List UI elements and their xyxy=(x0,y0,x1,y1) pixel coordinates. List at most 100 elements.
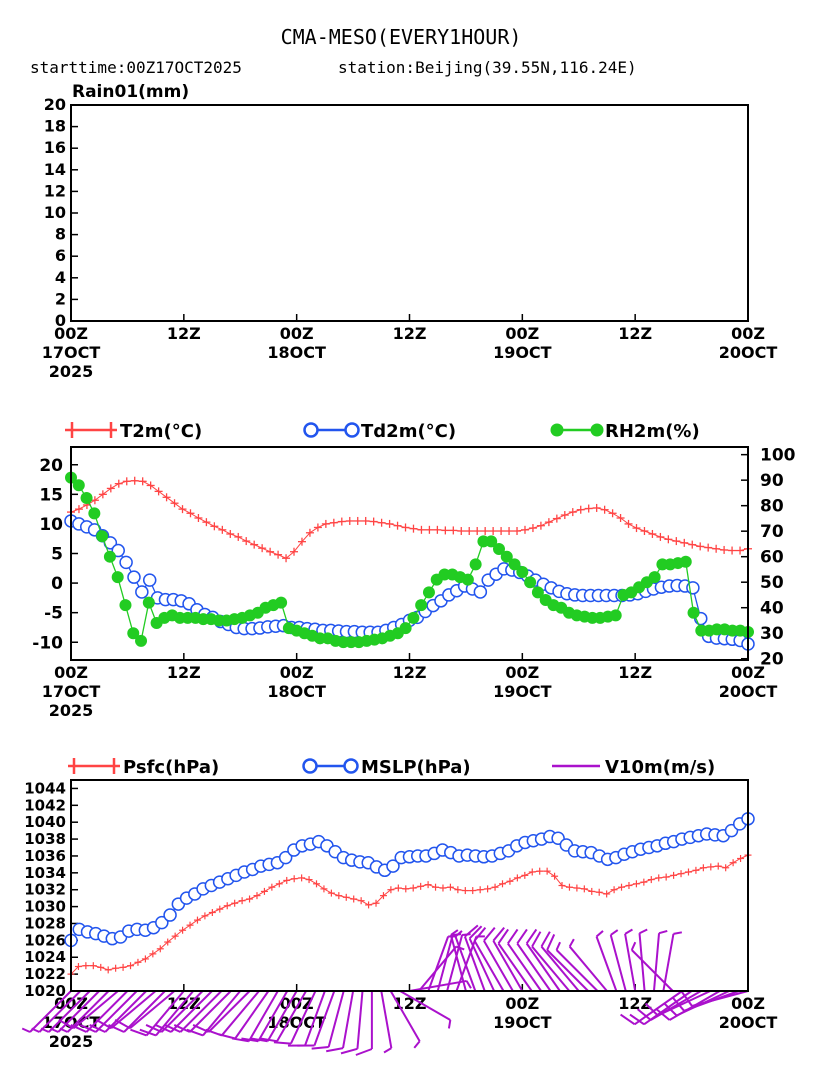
rh-y-tick-label: 60 xyxy=(760,548,784,568)
t2m-point xyxy=(154,487,163,496)
t2m-point xyxy=(417,525,426,534)
temp-x-tick-label: 20OCT xyxy=(719,682,778,701)
psfc-point xyxy=(424,881,432,889)
t2m-point xyxy=(505,527,514,536)
psfc-point xyxy=(506,877,514,885)
temp-y-tick-label: 20 xyxy=(39,456,63,476)
wind-barb-staff xyxy=(454,936,477,992)
wind-barb-feather xyxy=(50,1027,59,1033)
rain-x-tick-label: 17OCT xyxy=(42,343,101,362)
t2m-point xyxy=(425,525,434,534)
psfc-point xyxy=(231,899,239,907)
t2m-point xyxy=(138,477,147,486)
wind-barb-staff xyxy=(446,934,464,992)
psfc-point xyxy=(82,962,90,970)
psfc-point xyxy=(737,854,745,862)
wind-barb-feather xyxy=(497,928,509,945)
psfc-point xyxy=(387,886,395,894)
wind-barb-feather xyxy=(492,926,505,942)
t2m-point xyxy=(608,509,617,518)
wind-barb-staff xyxy=(327,990,345,1048)
wind-barb xyxy=(164,990,223,1033)
wind-barb-feather xyxy=(260,1037,278,1043)
wind-barb-feather xyxy=(59,1027,69,1033)
legend-mslp-label: MSLP(hPa) xyxy=(361,757,471,778)
t2m-point xyxy=(704,543,713,552)
wind-barb xyxy=(638,928,648,992)
rh2m-point xyxy=(524,576,537,589)
wind-barb-staff xyxy=(436,934,454,992)
wind-barb xyxy=(507,928,542,992)
wind-barb xyxy=(50,990,100,1033)
rain-x-tick-label: 00Z xyxy=(54,324,88,343)
psfc-point xyxy=(357,897,365,905)
wind-barb xyxy=(58,990,119,1030)
start-time-label: starttime:00Z17OCT2025 xyxy=(30,58,242,77)
mslp-point xyxy=(278,850,293,865)
rh2m-point xyxy=(648,571,661,584)
psfc-point xyxy=(446,883,454,891)
wind-barb xyxy=(609,929,627,992)
rh-y-tick-label: 100 xyxy=(760,446,796,466)
wind-barb-feather xyxy=(672,997,685,1012)
wind-barb-feather xyxy=(340,1047,358,1055)
pressure-panel: Psfc(hPa) MSLP(hPa) V10m(m/s) 1020102210… xyxy=(21,757,777,1056)
t2m-point xyxy=(712,544,721,553)
rh2m-point xyxy=(88,507,101,520)
t2m-point xyxy=(576,505,585,514)
wind-barb xyxy=(70,990,129,1033)
wind-barb xyxy=(595,930,618,992)
rh2m-point xyxy=(461,573,474,586)
temp-x-tick-label: 00Z xyxy=(731,663,765,682)
wind-barb-staff xyxy=(356,990,364,1049)
rh2m-point xyxy=(679,555,692,568)
mslp-line xyxy=(70,818,749,941)
t2m-point xyxy=(544,518,553,527)
psfc-point xyxy=(610,886,618,894)
wind-barb-feather xyxy=(450,929,459,936)
wind-barb-feather xyxy=(139,1028,157,1037)
wind-barb-feather xyxy=(655,1008,671,1021)
wind-barb-feather xyxy=(21,1027,31,1033)
temp-x-tick-label: 2025 xyxy=(49,701,94,720)
wind-barb-staff xyxy=(189,990,232,1033)
psfc-point xyxy=(580,885,588,893)
rain-y-tick-label: 4 xyxy=(55,268,66,287)
wind-barb-feather xyxy=(95,1019,112,1030)
t2m-point xyxy=(441,526,450,535)
psfc-point xyxy=(513,874,521,882)
psfc-point xyxy=(722,864,730,872)
wind-barb xyxy=(454,930,477,992)
psfc-point xyxy=(625,882,633,889)
wind-barb xyxy=(399,990,452,1029)
wind-barb-feather xyxy=(540,931,551,948)
psfc-point xyxy=(260,887,268,895)
td2m-point xyxy=(135,585,149,599)
psfc-point xyxy=(692,866,700,874)
psfc-point xyxy=(97,963,105,971)
wind-barb xyxy=(555,941,599,992)
wind-barb xyxy=(145,990,204,1033)
wind-barb-feather xyxy=(311,1046,329,1050)
wind-barb-staff xyxy=(207,990,251,1033)
wind-barb-staff xyxy=(418,945,457,992)
t2m-point xyxy=(457,527,466,536)
temp-y-axis-left: -10 -5 0 5 10 15 20 xyxy=(32,456,78,653)
rh2m-point xyxy=(142,596,155,609)
psfc-point xyxy=(699,864,707,872)
t2m-point xyxy=(234,532,243,541)
pressure-y-tick-label: 1040 xyxy=(24,813,66,831)
wind-barb xyxy=(241,990,289,1043)
temp-x-tick-label: 00Z xyxy=(54,663,88,682)
wind-barb-staff xyxy=(304,990,326,1046)
psfc-point xyxy=(402,885,410,893)
psfc-point xyxy=(268,883,276,891)
td2m-point xyxy=(119,555,133,570)
t2m-point xyxy=(106,484,115,493)
t2m-point xyxy=(385,519,394,528)
pressure-y-tick-label: 1034 xyxy=(24,864,66,882)
wind-barb-feather xyxy=(595,930,604,938)
rain-y-tick-label: 12 xyxy=(44,181,66,200)
